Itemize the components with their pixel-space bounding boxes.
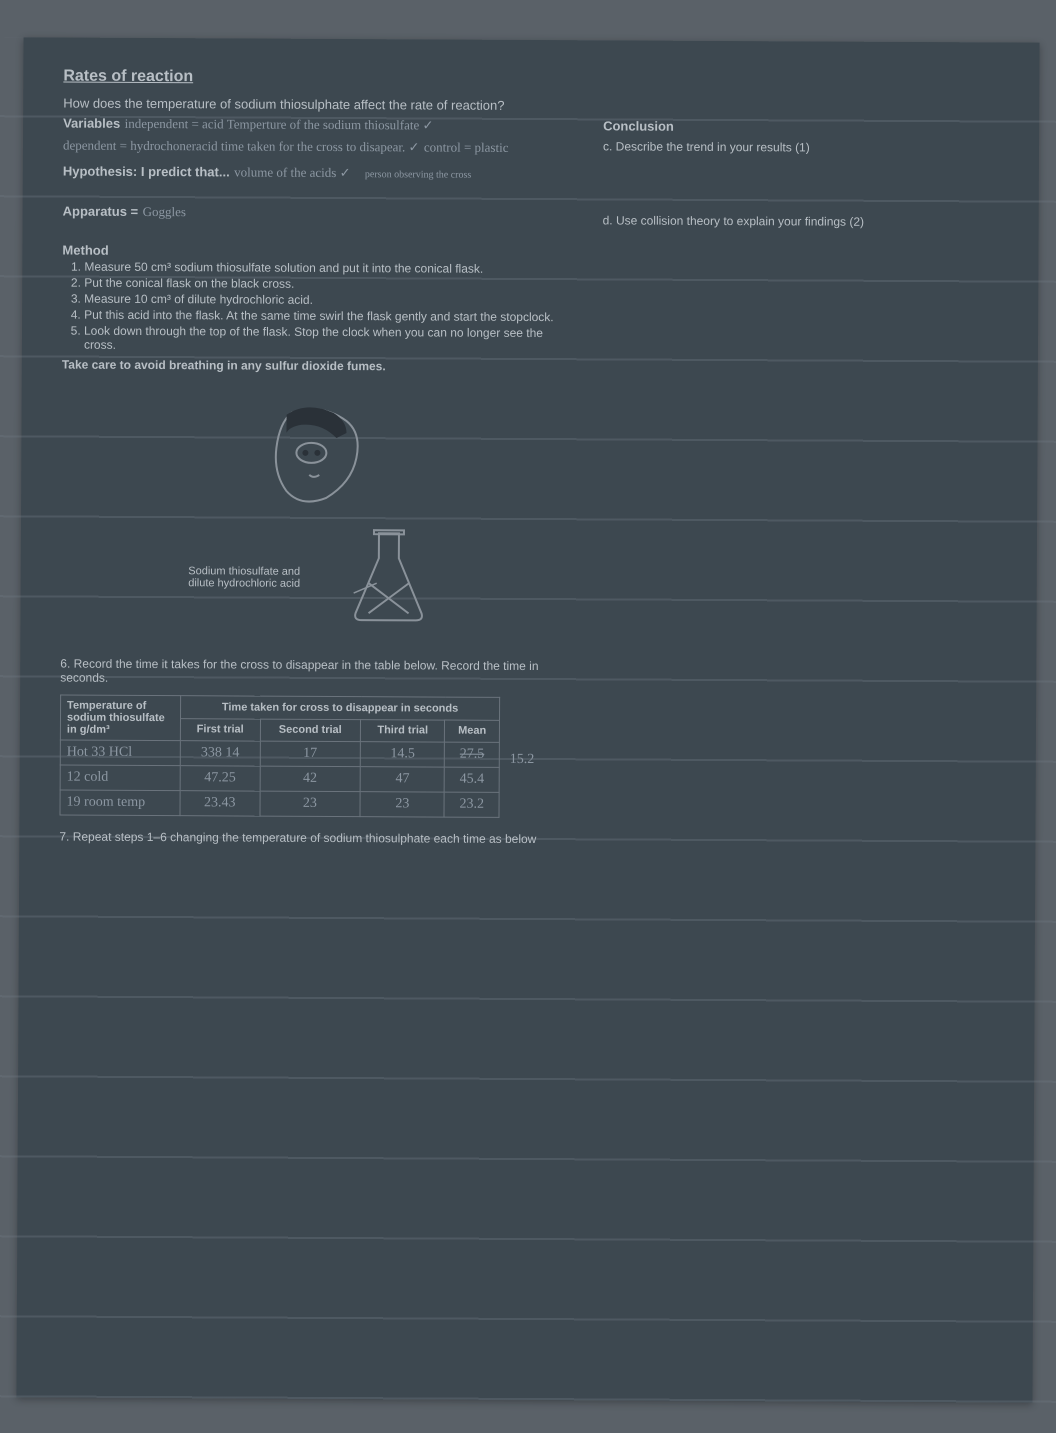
conclusion-heading: Conclusion <box>603 118 999 135</box>
cell-temp: 12 cold <box>60 765 180 791</box>
table-row: Hot 33 HCl 338 14 17 14.5 27.5 <box>60 740 499 767</box>
method-step: Measure 10 cm³ of dilute hydrochloric ac… <box>84 292 562 309</box>
cell: 47 <box>360 767 445 792</box>
method-section: Method Measure 50 cm³ sodium thiosulfate… <box>62 243 563 375</box>
th-col: Third trial <box>360 719 444 742</box>
cell-temp: Hot 33 HCl <box>60 740 180 766</box>
table-wrap: Temperature of sodium thiosulfate in g/d… <box>59 695 560 819</box>
method-step: Put the conical flask on the black cross… <box>84 276 562 293</box>
safety-text: Take care to avoid breathing in any sulf… <box>62 358 562 375</box>
cell: 23 <box>360 792 445 817</box>
hypothesis-label: Hypothesis: I predict that... <box>63 164 230 180</box>
cell: 47.25 <box>180 766 260 791</box>
hand-person-note: person observing the cross <box>365 169 471 181</box>
cell: 42 <box>260 766 361 792</box>
q7-text: 7. Repeat steps 1–6 changing the tempera… <box>59 830 559 847</box>
method-label: Method <box>62 243 562 261</box>
th-col: First trial <box>180 718 260 741</box>
figure: Sodium thiosulfate and dilute hydrochlor… <box>60 402 561 630</box>
cell: 23.43 <box>180 791 260 816</box>
table-row: 12 cold 47.25 42 47 45.4 <box>60 765 499 792</box>
hand-dependent: dependent = hydrochoneracid time taken f… <box>63 138 420 155</box>
cell: 45.4 <box>445 767 500 792</box>
cell: 23 <box>260 791 361 817</box>
flask-area: Sodium thiosulfate and dilute hydrochlor… <box>60 527 561 630</box>
right-column: Conclusion c. Describe the trend in your… <box>599 98 999 848</box>
two-column-row: How does the temperature of sodium thios… <box>59 96 999 849</box>
th-main: Time taken for cross to disappear in sec… <box>181 696 500 720</box>
hypothesis-line: Hypothesis: I predict that... volume of … <box>63 163 563 184</box>
table-row: Temperature of sodium thiosulfate in g/d… <box>61 695 500 720</box>
cell: 14.5 <box>360 742 445 767</box>
cell: 17 <box>260 741 361 767</box>
margin-correction: 15.2 <box>510 752 535 768</box>
left-column: How does the temperature of sodium thios… <box>59 96 563 847</box>
table-row: 19 room temp 23.43 23 23 23.2 <box>60 790 499 817</box>
method-list: Measure 50 cm³ sodium thiosulfate soluti… <box>84 260 562 355</box>
flask-icon <box>343 528 434 628</box>
cell: 338 14 <box>180 741 260 766</box>
conclusion-d: d. Use collision theory to explain your … <box>603 213 999 229</box>
th-temp: Temperature of sodium thiosulfate in g/d… <box>60 695 180 741</box>
page-title: Rates of reaction <box>63 68 999 91</box>
cell: 27.5 <box>445 742 500 767</box>
apparatus-label: Apparatus = <box>63 204 139 219</box>
method-step: Measure 50 cm³ sodium thiosulfate soluti… <box>84 260 562 277</box>
variables-line: Variables independent = acid Temperture … <box>63 115 563 136</box>
flask-label: Sodium thiosulfate and dilute hydrochlor… <box>188 565 318 590</box>
cell-temp: 19 room temp <box>60 790 180 816</box>
conclusion-c: c. Describe the trend in your results (1… <box>603 139 999 155</box>
method-step: Look down through the top of the flask. … <box>84 324 562 355</box>
hand-apparatus: Goggles <box>143 204 186 219</box>
head-icon <box>251 403 372 514</box>
results-table: Temperature of sodium thiosulfate in g/d… <box>59 695 500 818</box>
hand-hypothesis: volume of the acids ✓ <box>234 164 350 180</box>
apparatus-line: Apparatus = Goggles <box>63 203 563 224</box>
variables-label: Variables <box>63 116 120 131</box>
question-top: How does the temperature of sodium thios… <box>63 96 563 114</box>
q6-text: 6. Record the time it takes for the cros… <box>60 657 560 688</box>
worksheet-page: Rates of reaction How does the temperatu… <box>16 37 1039 1402</box>
hand-independent: independent = acid Temperture of the sod… <box>125 116 434 133</box>
hand-control: control = plastic <box>424 139 509 154</box>
method-step: Put this acid into the flask. At the sam… <box>84 308 562 325</box>
th-col: Mean <box>445 720 500 743</box>
cell: 23.2 <box>444 792 499 817</box>
content: Rates of reaction How does the temperatu… <box>59 68 999 849</box>
th-col: Second trial <box>260 719 361 742</box>
